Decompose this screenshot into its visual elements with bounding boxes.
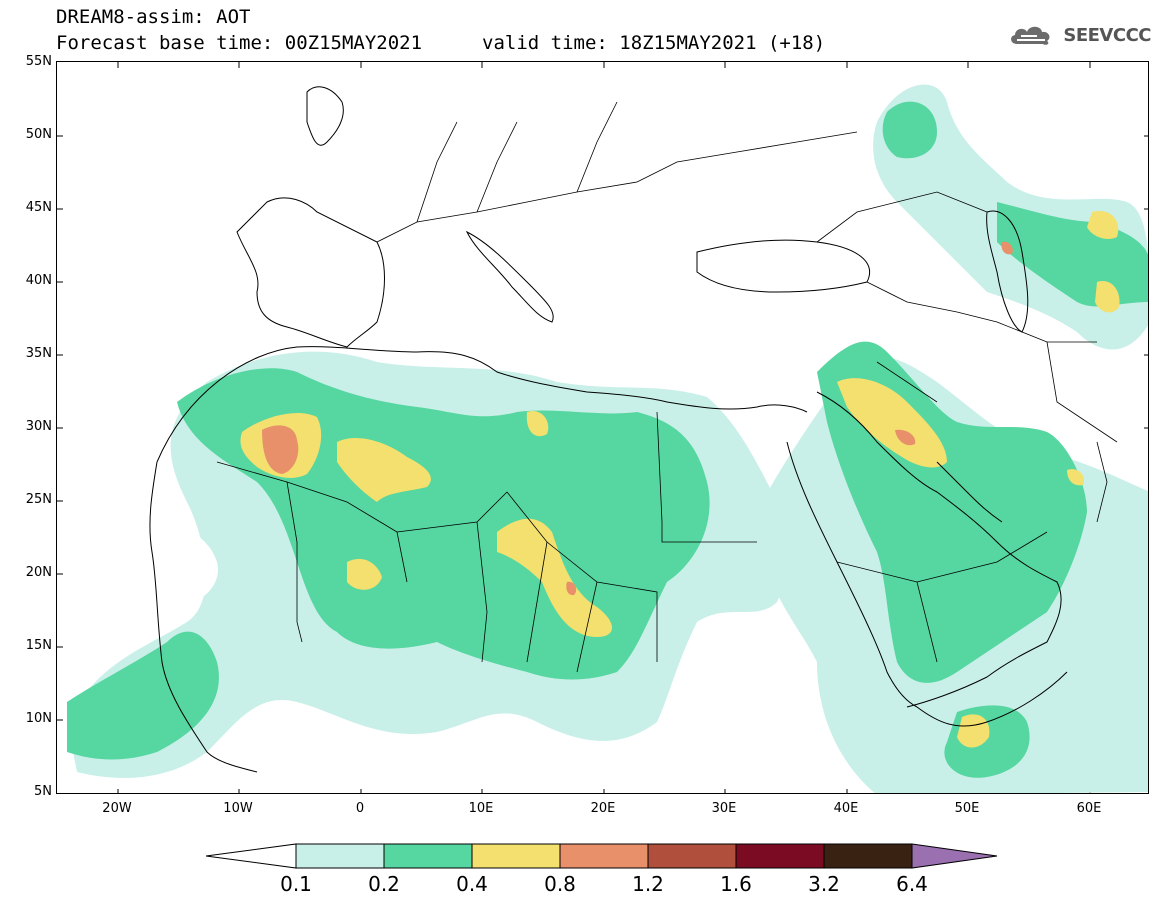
lat-label: 55N: [25, 54, 52, 69]
colorbar-segment: [295, 843, 385, 869]
colorbar-label: 1.2: [632, 872, 664, 896]
colorbar-segment: [647, 843, 737, 869]
colorbar-segment: [735, 843, 825, 869]
colorbar-label: 0.4: [456, 872, 488, 896]
lat-label: 5N: [34, 784, 52, 799]
lat-label: 50N: [25, 127, 52, 142]
lat-label: 10N: [25, 711, 52, 726]
lon-label: 20W: [102, 801, 132, 816]
colorbar-label: 0.8: [544, 872, 576, 896]
lon-label: 20E: [590, 801, 616, 816]
colorbar-segment: [823, 843, 913, 869]
lon-label: 50E: [954, 801, 980, 816]
colorbar-segment: [383, 843, 473, 869]
lon-label: 10W: [223, 801, 253, 816]
lat-label: 25N: [25, 492, 52, 507]
lat-label: 35N: [25, 346, 52, 361]
colorbar-segment: [206, 843, 297, 869]
lon-label: 10E: [468, 801, 494, 816]
colorbar-label: 0.2: [368, 872, 400, 896]
colorbar-label: 3.2: [808, 872, 840, 896]
colorbar-label: 6.4: [896, 872, 928, 896]
lat-label: 20N: [25, 565, 52, 580]
lat-label: 15N: [25, 638, 52, 653]
lon-label: 60E: [1076, 801, 1102, 816]
forecast-base-time: Forecast base time: 00Z15MAY2021: [56, 32, 423, 54]
aot-layer-0-8: [262, 241, 1013, 596]
lat-label: 40N: [25, 273, 52, 288]
coastlines: [149, 86, 1068, 773]
map-canvas: [57, 62, 1148, 793]
lon-label: 30E: [711, 801, 737, 816]
cloud-icon: [1011, 26, 1050, 45]
lon-label: 0: [355, 801, 365, 816]
lon-label: 40E: [833, 801, 859, 816]
colorbar-label: 1.6: [720, 872, 752, 896]
colorbar-segment: [471, 843, 561, 869]
logo: SEEVCCC: [1007, 22, 1151, 48]
colorbar-label: 0.1: [280, 872, 312, 896]
lat-label: 45N: [25, 200, 52, 215]
colorbar: [206, 843, 998, 869]
logo-text: SEEVCCC: [1063, 24, 1151, 46]
country-borders: [216, 101, 1118, 673]
map-title: DREAM8-assim: AOT: [56, 6, 251, 28]
colorbar-segment: [559, 843, 649, 869]
aot-map: [56, 61, 1149, 794]
aot-layer-0-4: [240, 211, 1120, 748]
valid-time: valid time: 18Z15MAY2021 (+18): [482, 32, 826, 54]
lat-label: 30N: [25, 419, 52, 434]
colorbar-segment: [911, 843, 998, 869]
